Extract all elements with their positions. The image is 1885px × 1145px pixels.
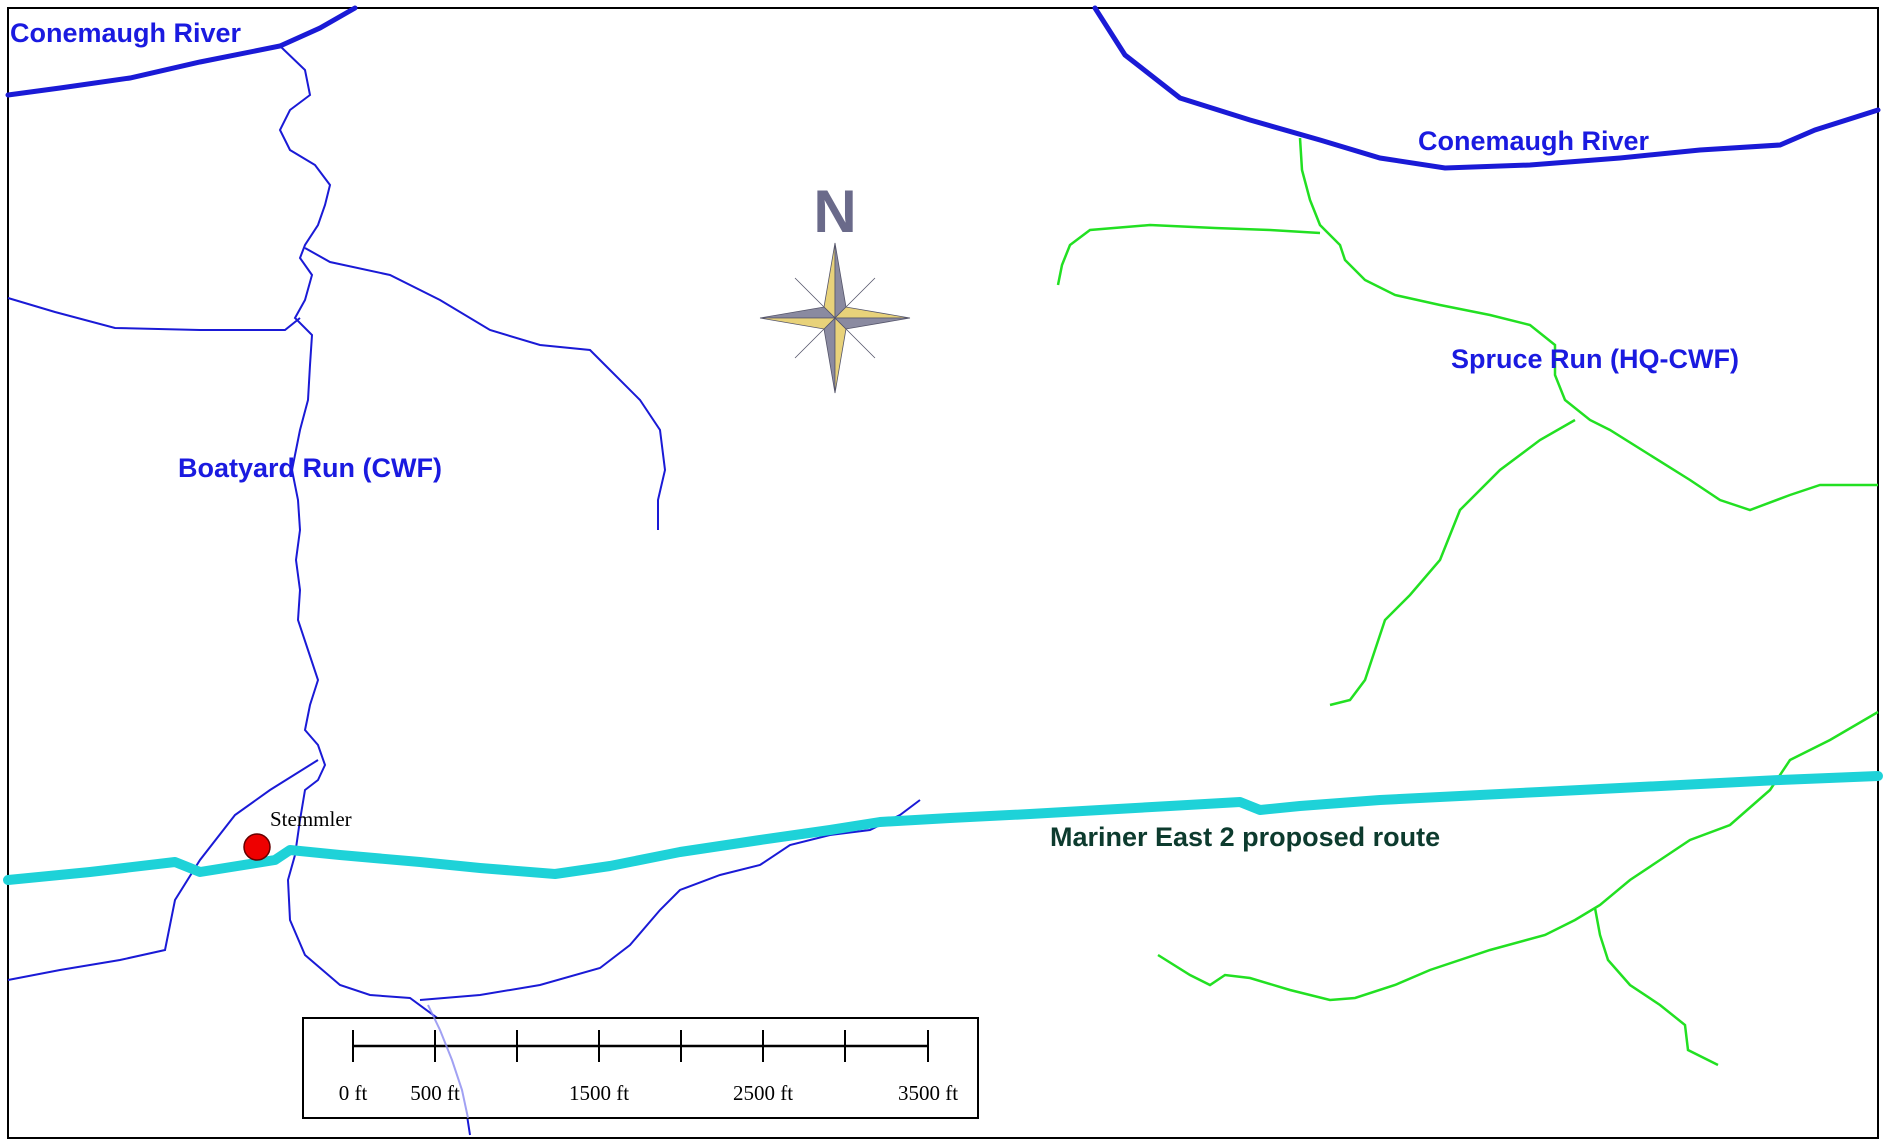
map-frame — [7, 7, 1879, 1139]
boatyard-tributary-west-line — [7, 297, 301, 331]
spruce-run-lower-branch-line — [1593, 907, 1719, 1067]
scale-label-3500: 3500 ft — [898, 1081, 958, 1105]
scale-label-1500: 1500 ft — [569, 1081, 629, 1105]
conemaugh-river-east-line — [1092, 5, 1881, 171]
mariner-east-2-route-label: Mariner East 2 proposed route — [1050, 822, 1440, 852]
scale-bar: 0 ft 500 ft 1500 ft 2500 ft 3500 ft — [302, 1017, 979, 1119]
conemaugh-river-west-line — [5, 5, 358, 98]
spruce-run-west-branch-line — [1056, 223, 1321, 286]
boatyard-run-overlay-line — [427, 1004, 469, 1119]
boatyard-run-main-line — [278, 45, 471, 1136]
compass-rose-icon — [759, 242, 911, 394]
scale-label-2500: 2500 ft — [733, 1081, 793, 1105]
north-letter: N — [813, 178, 856, 245]
boatyard-run-label: Boatyard Run (CWF) — [178, 453, 442, 483]
spruce-run-south-branch-line — [1329, 418, 1576, 707]
boatyard-tributary-ne-line — [304, 247, 667, 530]
spruce-run-label: Spruce Run (HQ-CWF) — [1451, 344, 1739, 374]
scale-bar-box — [302, 1017, 979, 1119]
spruce-run-upper-line — [1298, 137, 1878, 512]
scale-label-0: 0 ft — [339, 1081, 368, 1105]
conemaugh-river-west-label: Conemaugh River — [10, 18, 242, 48]
conemaugh-river-east-label: Conemaugh River — [1418, 126, 1650, 156]
mariner-east-2-route-line — [3, 771, 1883, 885]
spruce-run-lower-line — [1157, 710, 1879, 1002]
stemmler-label: Stemmler — [270, 807, 352, 831]
scale-label-500: 500 ft — [410, 1081, 460, 1105]
boatyard-tributary-sw-line — [7, 759, 319, 981]
stemmler-point-marker[interactable] — [243, 833, 271, 861]
boatyard-tributary-se-line — [419, 799, 921, 1001]
